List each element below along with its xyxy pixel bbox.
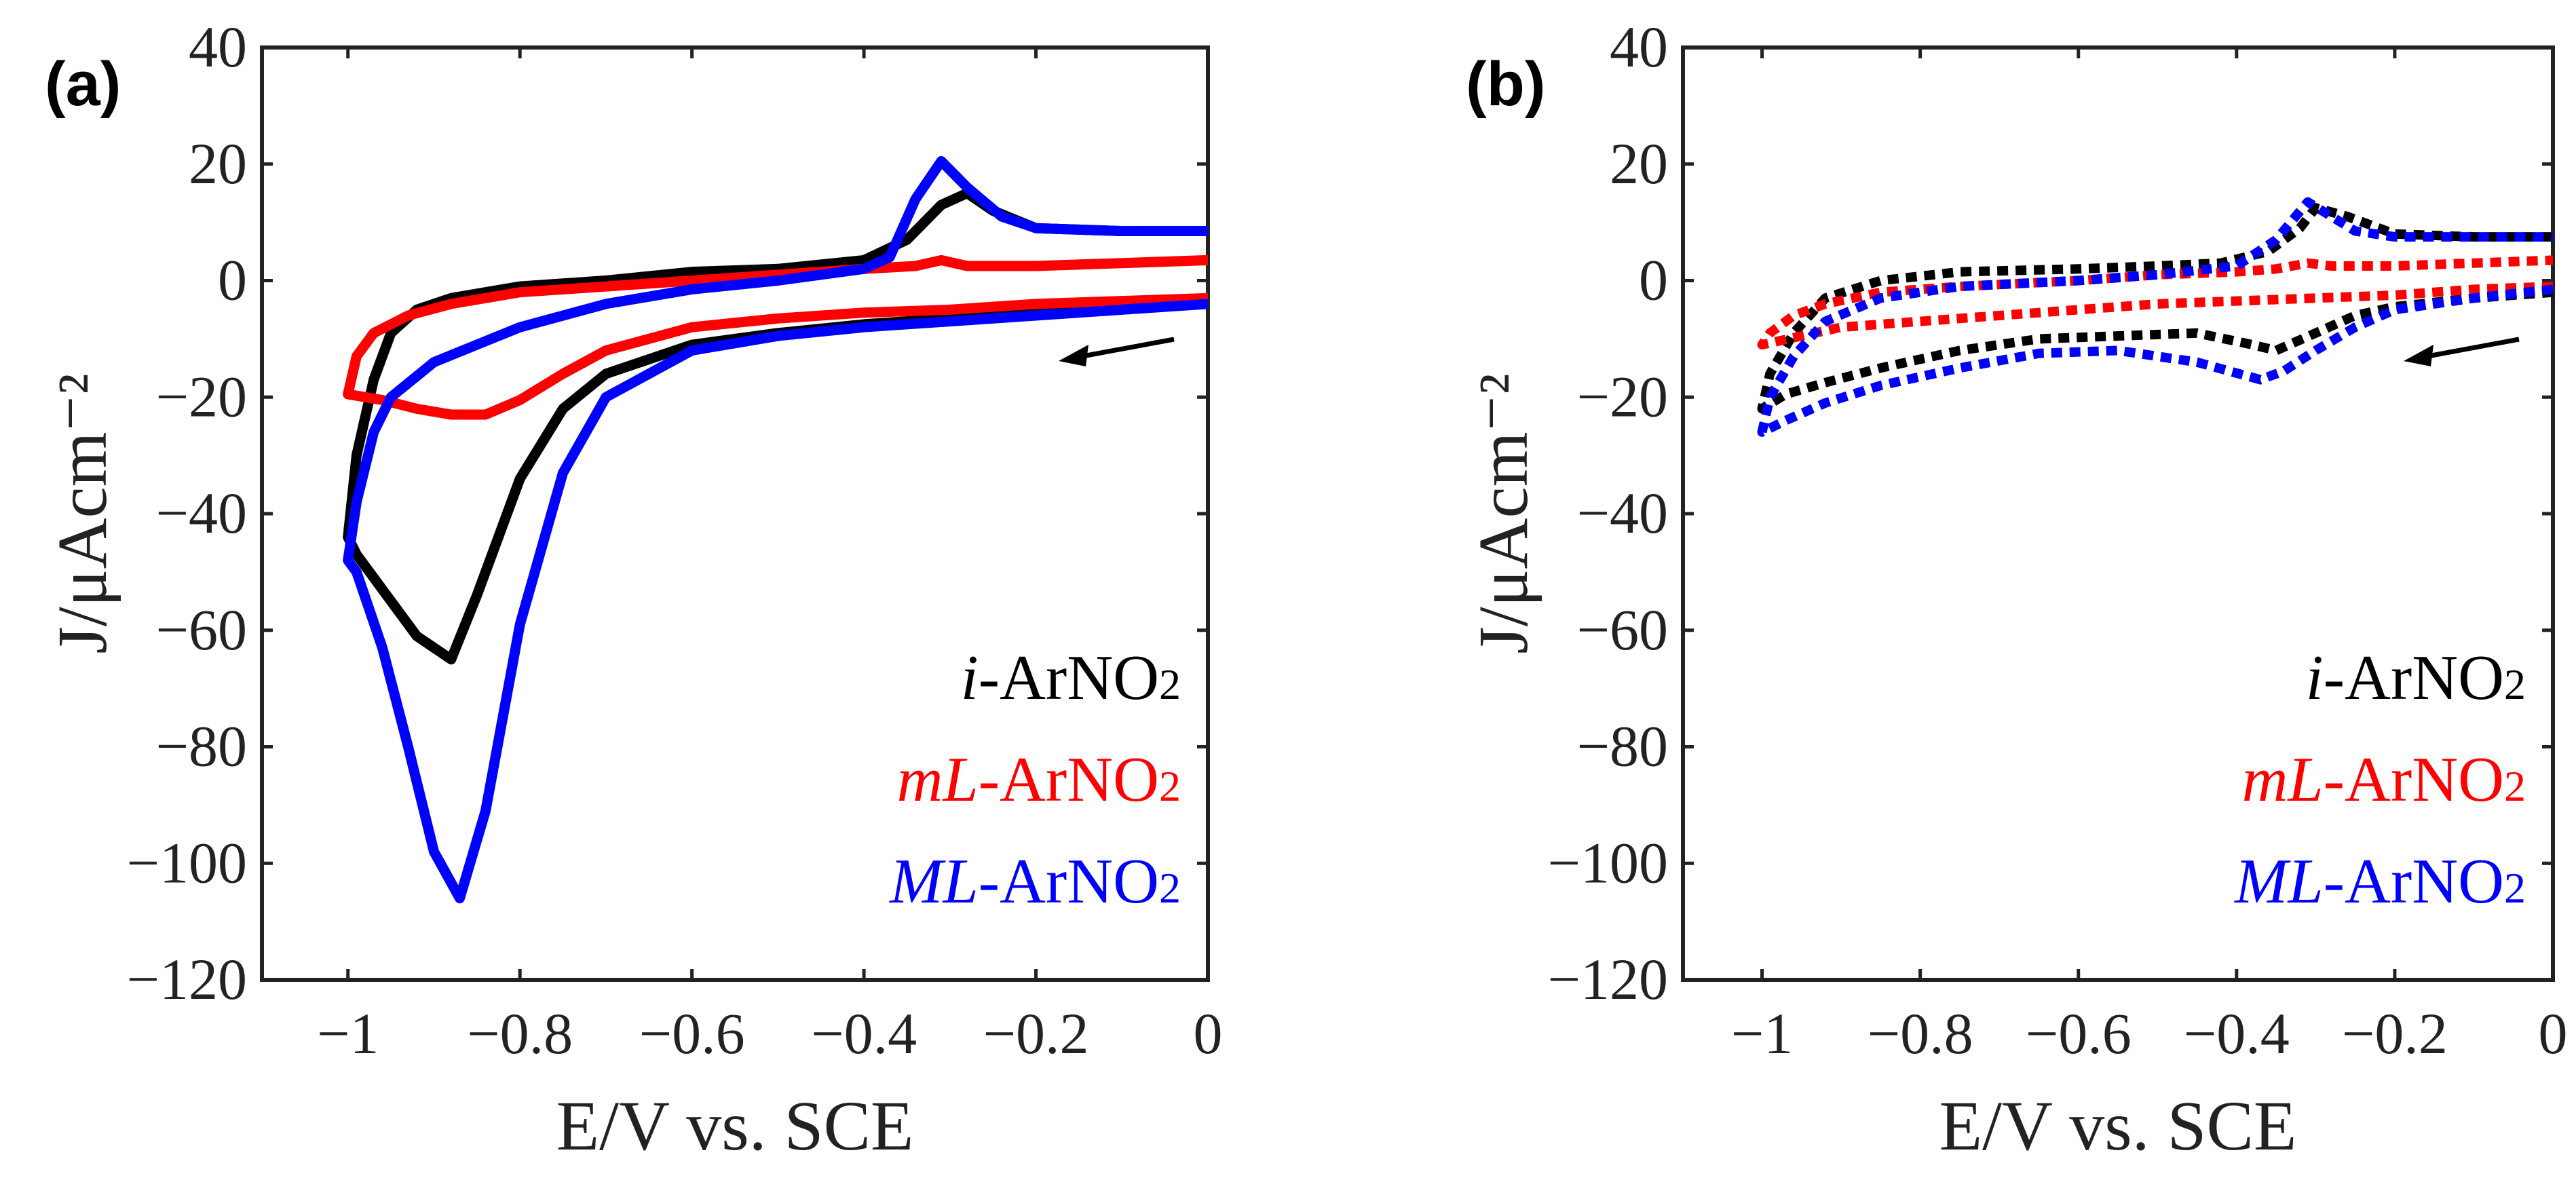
x-tick-label: 0 — [1194, 1001, 1223, 1066]
series-line-mL-ArNO2 — [1757, 255, 2553, 349]
x-tick-label: −1 — [1731, 1001, 1794, 1066]
arrow-head — [1059, 345, 1088, 366]
y-tick-label: −60 — [155, 597, 247, 662]
y-tick-label: −100 — [1547, 830, 1668, 895]
y-tick-label: −40 — [155, 480, 247, 546]
x-tick-label: −0.2 — [983, 1001, 1089, 1066]
plot-frame — [1681, 45, 2555, 982]
y-tick-label: 0 — [1639, 248, 1668, 313]
legend-entry-i-ArNO2: i-ArNO2 — [961, 643, 1181, 713]
y-tick-label: 0 — [218, 248, 247, 313]
series-line-ML-ArNO2 — [1757, 197, 2553, 437]
x-tick-label: −0.8 — [467, 1001, 573, 1066]
arrow-head — [2404, 345, 2433, 366]
x-tick-label: −0.4 — [2184, 1001, 2290, 1066]
panel-label: (b) — [1466, 50, 1545, 119]
legend-entry-mL-ArNO2: mL-ArNO2 — [897, 744, 1181, 815]
series-line-mL-ArNO2 — [343, 254, 1208, 420]
x-tick-label: −1 — [317, 1001, 379, 1066]
legend-entry-mL-ArNO2: mL-ArNO2 — [2242, 744, 2526, 815]
y-tick-label: −80 — [155, 714, 247, 779]
y-tick-label: −100 — [126, 830, 247, 895]
series-line-i-ArNO2 — [1757, 203, 2553, 414]
y-tick-label: 20 — [189, 131, 247, 196]
x-tick-label: −0.2 — [2342, 1001, 2448, 1066]
legend-entry-ML-ArNO2: ML-ArNO2 — [888, 846, 1181, 917]
y-tick-label: −120 — [126, 947, 247, 1012]
panel-label: (a) — [45, 50, 121, 119]
y-tick-label: −40 — [1576, 480, 1668, 546]
y-tick-label: −80 — [1576, 714, 1668, 779]
x-tick-label: −0.6 — [2026, 1001, 2132, 1066]
y-tick-label: 20 — [1610, 131, 1668, 196]
x-tick-label: −0.4 — [811, 1001, 917, 1066]
scan-direction-arrow — [2423, 337, 2520, 360]
legend-entry-i-ArNO2: i-ArNO2 — [2306, 643, 2526, 713]
legend-entry-ML-ArNO2: ML-ArNO2 — [2233, 846, 2526, 917]
x-axis-label: E/V vs. SCE — [1939, 1087, 2297, 1165]
x-axis-label: E/V vs. SCE — [556, 1087, 914, 1165]
x-tick-label: 0 — [2539, 1001, 2568, 1066]
y-axis-label: J/μAcm⁻² — [43, 373, 121, 653]
panel-a: 40 20 0 −20 −40 −60 −80 −100 −120 −1 −0.8 −0.6 −0.4 −… — [43, 14, 1223, 1165]
y-tick-label: −60 — [1576, 597, 1668, 662]
y-tick-label: −20 — [155, 364, 247, 429]
y-axis-label: J/μAcm⁻² — [1464, 373, 1542, 653]
y-tick-label: −20 — [1576, 364, 1668, 429]
y-tick-label: 40 — [1610, 14, 1668, 79]
panel-b: 40 20 0 −20 −40 −60 −80 −100 −120 −1 −0.8 −0.6 −0.4−… — [1464, 14, 2568, 1165]
y-tick-label: −120 — [1547, 947, 1668, 1012]
y-tick-label: 40 — [189, 14, 247, 79]
x-tick-label: −0.6 — [639, 1001, 745, 1066]
scan-direction-arrow — [1078, 337, 1175, 360]
x-tick-label: −0.8 — [1868, 1001, 1973, 1066]
series-line-ML-ArNO2 — [343, 156, 1208, 904]
plot-frame — [260, 45, 1210, 982]
